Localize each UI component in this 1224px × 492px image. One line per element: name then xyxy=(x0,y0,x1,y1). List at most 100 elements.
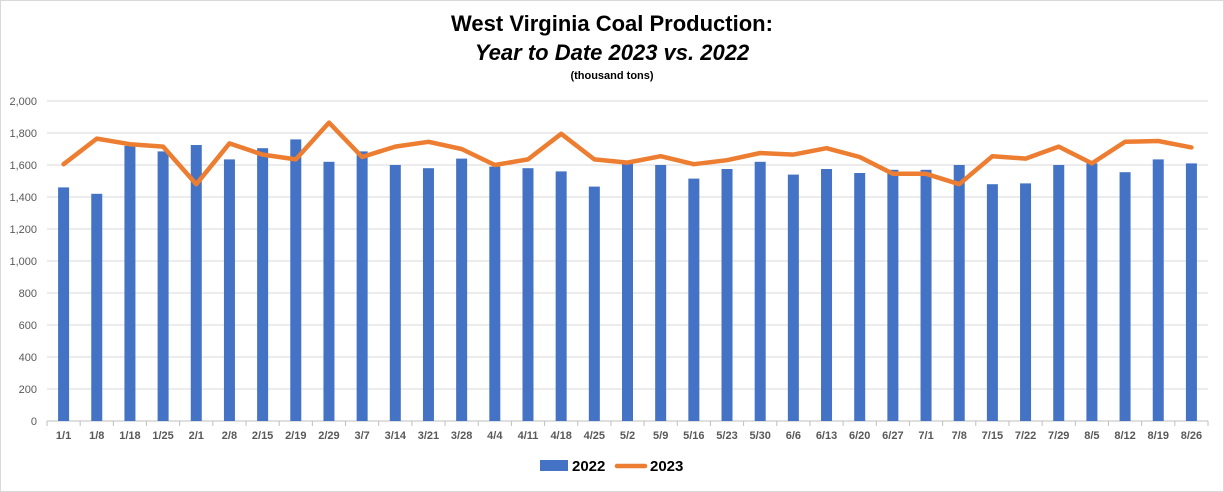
x-tick-label: 5/23 xyxy=(716,430,737,442)
legend-label-2022: 2022 xyxy=(572,458,605,475)
point-2023 xyxy=(361,156,363,158)
bar-2022 xyxy=(953,165,965,421)
bar-2022 xyxy=(588,186,600,421)
y-tick-label: 1,200 xyxy=(9,224,37,236)
point-2023 xyxy=(1157,140,1159,142)
x-tick-label: 3/14 xyxy=(385,430,407,442)
point-2023 xyxy=(1091,162,1093,164)
point-2023 xyxy=(63,163,65,165)
bar-2022 xyxy=(1086,163,1098,421)
x-tick-label: 2/15 xyxy=(252,430,273,442)
x-tick-label: 8/19 xyxy=(1148,430,1169,442)
bar-2022 xyxy=(655,165,667,421)
x-tick-label: 2/1 xyxy=(189,430,204,442)
bar-2022 xyxy=(489,166,501,421)
bar-2022 xyxy=(688,178,700,421)
bar-2022 xyxy=(356,151,368,421)
bar-2022 xyxy=(91,193,103,421)
legend-swatch-2022 xyxy=(540,460,568,471)
point-2023 xyxy=(494,164,496,166)
point-2023 xyxy=(792,154,794,156)
x-tick-label: 4/4 xyxy=(487,430,503,442)
chart-subtitle: Year to Date 2023 vs. 2022 xyxy=(474,40,750,65)
x-tick-label: 6/13 xyxy=(816,430,837,442)
bar-2022 xyxy=(555,171,567,421)
y-tick-label: 600 xyxy=(19,320,37,332)
x-tick-label: 3/7 xyxy=(354,430,369,442)
x-tick-label: 7/22 xyxy=(1015,430,1036,442)
x-tick-label: 8/5 xyxy=(1084,430,1099,442)
y-tick-label: 400 xyxy=(19,352,37,364)
bar-2022 xyxy=(754,161,766,422)
bar-2022 xyxy=(721,169,733,421)
y-tick-label: 1,000 xyxy=(9,256,37,268)
x-tick-label: 2/8 xyxy=(222,430,237,442)
x-tick-label: 2/29 xyxy=(318,430,339,442)
point-2023 xyxy=(759,152,761,154)
point-2023 xyxy=(660,155,662,157)
bar-2022 xyxy=(920,169,932,421)
bar-2022 xyxy=(422,168,434,421)
point-2023 xyxy=(1190,146,1192,148)
point-2023 xyxy=(295,158,297,160)
point-2023 xyxy=(1025,158,1027,160)
x-tick-label: 5/2 xyxy=(620,430,635,442)
bar-2022 xyxy=(522,168,534,421)
point-2023 xyxy=(328,122,330,124)
bar-2022 xyxy=(821,169,833,421)
point-2023 xyxy=(859,156,861,158)
point-2023 xyxy=(262,154,264,156)
bar-2022 xyxy=(854,173,866,421)
x-tick-label: 5/16 xyxy=(683,430,704,442)
x-tick-label: 7/29 xyxy=(1048,430,1069,442)
legend-label-2023: 2023 xyxy=(650,458,683,475)
x-tick-label: 1/25 xyxy=(152,430,173,442)
x-tick-label: 7/1 xyxy=(918,430,933,442)
point-2023 xyxy=(461,148,463,150)
bar-2022 xyxy=(124,145,136,422)
bar-2022 xyxy=(1020,183,1032,421)
x-tick-label: 1/1 xyxy=(56,430,71,442)
bar-2022 xyxy=(1185,163,1197,421)
x-tick-label: 3/21 xyxy=(418,430,439,442)
bar-2022 xyxy=(456,158,468,421)
point-2023 xyxy=(892,173,894,175)
bar-2022 xyxy=(622,162,633,421)
y-tick-label: 200 xyxy=(19,384,37,396)
bar-2022 xyxy=(986,184,998,421)
x-tick-label: 1/18 xyxy=(119,430,140,442)
point-2023 xyxy=(162,146,164,148)
point-2023 xyxy=(958,183,960,185)
point-2023 xyxy=(991,155,993,157)
bar-2022 xyxy=(290,139,302,421)
point-2023 xyxy=(726,159,728,161)
x-tick-label: 3/28 xyxy=(451,430,472,442)
point-2023 xyxy=(1058,146,1060,148)
point-2023 xyxy=(96,138,98,140)
point-2023 xyxy=(693,163,695,165)
chart-title: West Virginia Coal Production: xyxy=(451,11,773,36)
bar-2022 xyxy=(223,159,235,421)
point-2023 xyxy=(826,147,828,149)
x-tick-label: 6/27 xyxy=(882,430,903,442)
point-2023 xyxy=(394,146,396,148)
y-tick-label: 800 xyxy=(19,288,37,300)
x-tick-label: 7/8 xyxy=(952,430,967,442)
point-2023 xyxy=(527,158,529,160)
bar-2022 xyxy=(157,151,169,421)
y-tick-label: 1,600 xyxy=(9,160,37,172)
point-2023 xyxy=(228,142,230,144)
point-2023 xyxy=(627,162,628,164)
point-2023 xyxy=(129,143,131,145)
x-tick-label: 7/15 xyxy=(982,430,1003,442)
unit-note: (thousand tons) xyxy=(570,70,654,82)
bar-2022 xyxy=(58,187,70,421)
bar-2022 xyxy=(1152,159,1164,421)
bar-2022 xyxy=(1119,172,1131,421)
bar-2022 xyxy=(323,161,335,422)
point-2023 xyxy=(593,158,595,160)
y-tick-label: 1,800 xyxy=(9,128,37,140)
x-tick-label: 1/8 xyxy=(89,430,104,442)
y-tick-label: 0 xyxy=(31,416,37,428)
